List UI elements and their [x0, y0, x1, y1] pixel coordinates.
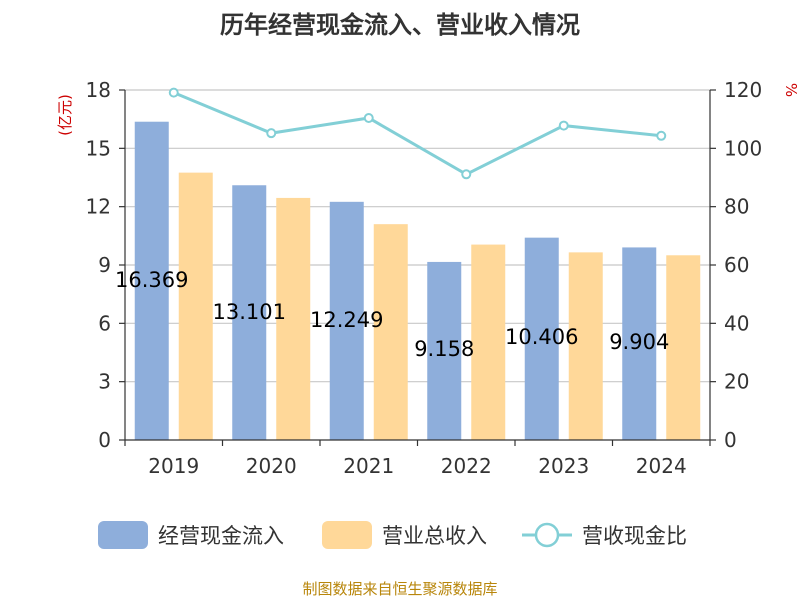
y-right-tick-label: 40 [724, 311, 749, 335]
bar-revenue [178, 172, 213, 440]
y-left-tick-label: 0 [98, 428, 111, 452]
source-note: 制图数据来自恒生聚源数据库 [302, 580, 497, 598]
legend-swatch [322, 521, 372, 549]
bar-revenue [276, 197, 311, 440]
y-right-tick-label: 80 [724, 195, 749, 219]
cash-inflow-label: 9.158 [414, 337, 474, 361]
ratio-line [168, 87, 667, 180]
cash-inflow-label: 10.406 [505, 325, 578, 349]
x-tick-label: 2020 [246, 454, 297, 478]
legend-swatch [98, 521, 148, 549]
bar-cash-inflow [329, 201, 364, 440]
legend-marker [534, 522, 560, 548]
x-tick-label: 2022 [441, 454, 492, 478]
y-left-unit: (亿元) [56, 94, 74, 136]
ratio-point [461, 169, 472, 180]
data-labels: 16.369 13.101 12.249 9.158 10.406 9.904 [115, 268, 669, 361]
cash-inflow-label: 13.101 [213, 300, 286, 324]
y-left-tick-label: 12 [86, 195, 111, 219]
bar-revenue [373, 224, 408, 440]
bar-revenue [471, 244, 506, 440]
y-left-tick-label: 3 [98, 370, 111, 394]
y-left-tick-label: 6 [98, 311, 111, 335]
x-tick-label: 2019 [148, 454, 199, 478]
bar-cash-inflow [622, 247, 657, 440]
x-tick-label: 2023 [538, 454, 589, 478]
bars [134, 121, 701, 440]
chart-title: 历年经营现金流入、营业收入情况 [220, 11, 580, 39]
legend-label: 营业总收入 [382, 524, 487, 548]
y-left-tick-label: 9 [98, 253, 111, 277]
ratio-point [656, 130, 667, 141]
y-right-unit: % [782, 83, 800, 97]
bar-cash-inflow [232, 185, 267, 440]
cash-inflow-label: 16.369 [115, 268, 188, 292]
axes [119, 89, 716, 446]
ratio-point [266, 128, 277, 139]
y-left-tick-label: 15 [86, 136, 111, 160]
y-right-tick-label: 100 [724, 136, 762, 160]
ratio-point [168, 87, 179, 98]
y-right-tick-label: 120 [724, 78, 762, 102]
legend-label: 营收现金比 [582, 524, 687, 548]
bar-revenue [666, 255, 701, 440]
bar-cash-inflow [524, 237, 559, 440]
y-left-tick-label: 18 [86, 78, 111, 102]
y-right-tick-label: 60 [724, 253, 749, 277]
tick-labels: 0 3 6 9 12 15 18 0 20 40 60 80 100 120 2019 2020 2021 202… [86, 78, 763, 478]
cash-inflow-label: 12.249 [310, 308, 383, 332]
x-tick-label: 2021 [343, 454, 394, 478]
gridlines [125, 89, 710, 383]
y-right-tick-label: 0 [724, 428, 737, 452]
legend: 经营现金流入 营业总收入 营收现金比 [98, 521, 687, 549]
bar-cash-inflow [134, 121, 169, 440]
ratio-line-path [173, 91, 662, 176]
bar-revenue [568, 252, 603, 440]
x-tick-label: 2024 [636, 454, 687, 478]
y-right-tick-label: 20 [724, 370, 749, 394]
legend-label: 经营现金流入 [158, 524, 284, 548]
cash-inflow-label: 9.904 [609, 330, 669, 354]
ratio-point [363, 113, 374, 123]
ratio-point [558, 120, 569, 131]
bar-cash-inflow [427, 261, 462, 440]
